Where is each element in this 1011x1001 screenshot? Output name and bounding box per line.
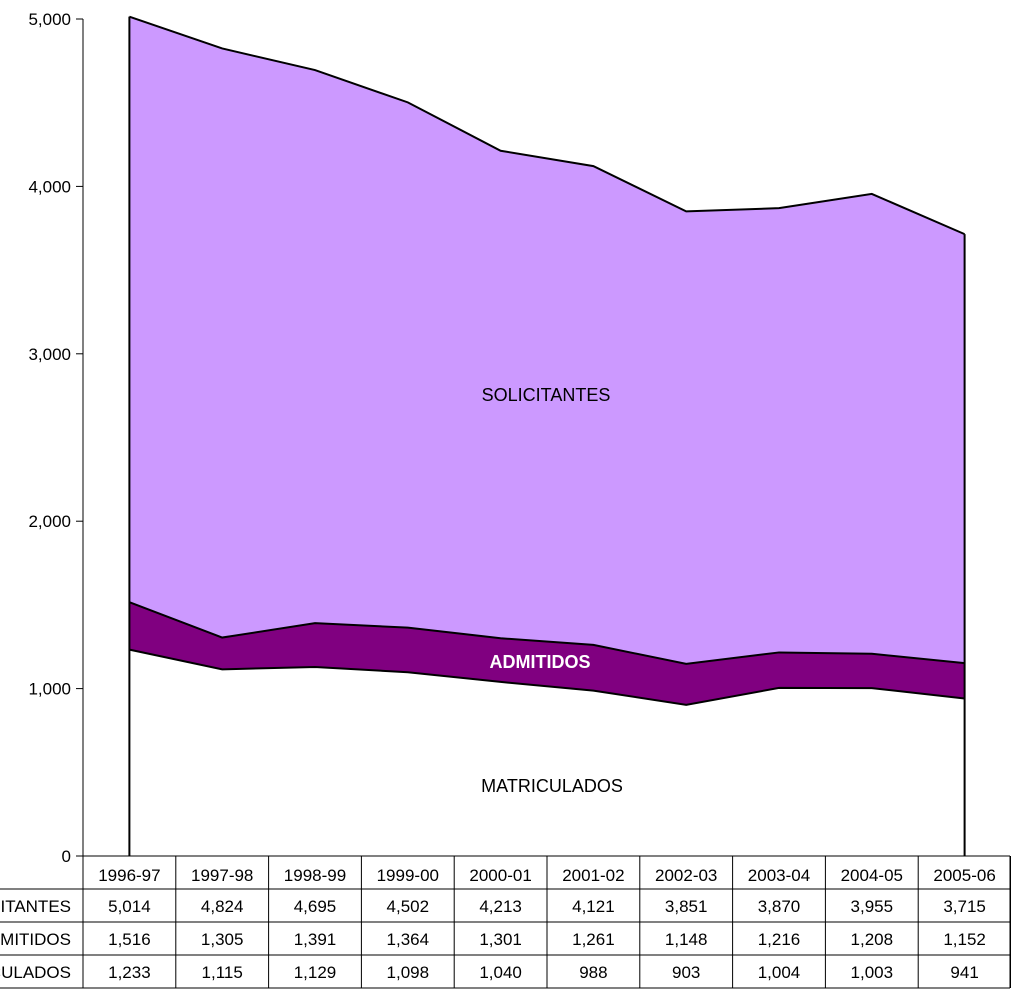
table-cell: 1,216 <box>758 930 801 949</box>
y-tick-label: 2,000 <box>28 512 71 531</box>
table-cell: 903 <box>672 963 700 982</box>
table-cell: 1,233 <box>108 963 151 982</box>
y-tick-label: 0 <box>62 847 71 866</box>
table-cell: 1,152 <box>943 930 986 949</box>
category-label: 1998-99 <box>284 866 346 885</box>
table-row-label: ADMITIDOS <box>0 930 71 949</box>
table-cell: 3,851 <box>665 897 708 916</box>
table-cell: 4,502 <box>387 897 430 916</box>
table-row-label: SOLICITANTES <box>0 897 71 916</box>
category-label: 2001-02 <box>562 866 624 885</box>
table-cell: 1,148 <box>665 930 708 949</box>
area-matriculados <box>129 649 965 856</box>
series-line-matriculados <box>129 648 965 706</box>
y-tick-label: 3,000 <box>28 345 71 364</box>
table-cell: 1,040 <box>479 963 522 982</box>
table-cell: 3,955 <box>851 897 894 916</box>
table-cell: 1,003 <box>851 963 894 982</box>
category-label: 2005-06 <box>933 866 995 885</box>
table-cell: 1,301 <box>479 930 522 949</box>
table-cell: 1,516 <box>108 930 151 949</box>
table-cell: 1,115 <box>202 963 243 982</box>
table-cell: 4,824 <box>201 897 244 916</box>
y-tick-label: 1,000 <box>28 680 71 699</box>
table-cell: 1,261 <box>572 930 615 949</box>
category-label: 2003-04 <box>748 866 810 885</box>
table-row-label: MATRICULADOS <box>0 963 71 982</box>
table-cell: 1,391 <box>294 930 337 949</box>
y-tick-label: 4,000 <box>28 177 71 196</box>
category-label: 1996-97 <box>98 866 160 885</box>
table-cell: 1,098 <box>387 963 430 982</box>
category-label: 2004-05 <box>841 866 903 885</box>
table-cell: 3,870 <box>758 897 801 916</box>
chart-areas <box>128 15 966 857</box>
series-line-admitidos <box>129 601 965 665</box>
category-label: 2002-03 <box>655 866 717 885</box>
table-cell: 4,695 <box>294 897 337 916</box>
area-label-matriculados: MATRICULADOS <box>481 776 623 796</box>
table-cell: 941 <box>950 963 978 982</box>
table-cell: 4,213 <box>479 897 522 916</box>
y-axis: 0 1,000 2,000 3,000 4,000 5,000 <box>28 10 84 866</box>
area-label-solicitantes: SOLICITANTES <box>482 385 611 405</box>
category-label: 1999-00 <box>377 866 439 885</box>
category-label: 1997-98 <box>191 866 253 885</box>
table-cell: 1,208 <box>851 930 894 949</box>
table-cell: 1,129 <box>294 963 337 982</box>
table-cell: 5,014 <box>108 897 151 916</box>
area-label-admitidos: ADMITIDOS <box>490 652 591 672</box>
table-cell: 1,004 <box>758 963 801 982</box>
table-cell: 4,121 <box>572 897 615 916</box>
table-cell: 1,305 <box>201 930 244 949</box>
table-cell: 988 <box>579 963 607 982</box>
table-cell: 1,364 <box>387 930 430 949</box>
data-table: 1996-97 1997-98 1998-99 1999-00 2000-01 2001-… <box>0 855 1011 989</box>
y-tick-label: 5,000 <box>28 10 71 29</box>
table-cell: 3,715 <box>943 897 986 916</box>
category-label: 2000-01 <box>469 866 531 885</box>
series-line-solicitantes <box>129 15 965 236</box>
